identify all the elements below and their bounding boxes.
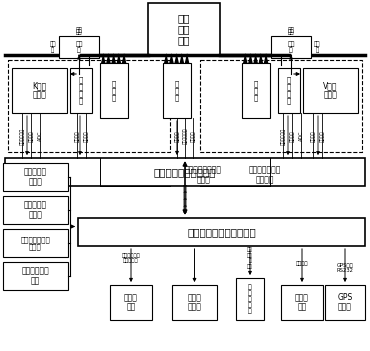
Polygon shape — [264, 53, 268, 63]
Bar — [59, 36, 99, 58]
Text: 气压
传感
器
信号: 气压 传感 器 信号 — [247, 247, 253, 269]
Text: V波段
接收机: V波段 接收机 — [323, 81, 338, 100]
Text: 辐射: 辐射 — [288, 29, 294, 35]
Polygon shape — [259, 53, 263, 63]
Text: 数据质量管理
模块: 数据质量管理 模块 — [21, 267, 49, 285]
Text: 数据质量控
制模块: 数据质量控 制模块 — [24, 168, 47, 186]
Text: 数
控
接
口: 数 控 接 口 — [183, 184, 187, 212]
Text: 探测模块: 探测模块 — [289, 130, 295, 142]
Bar — [325, 285, 365, 320]
Polygon shape — [185, 53, 189, 63]
Text: 噪
收
体: 噪 收 体 — [112, 80, 116, 101]
Polygon shape — [248, 53, 253, 63]
Text: 红外辐射数据
温湿度信号: 红外辐射数据 温湿度信号 — [122, 253, 140, 263]
Text: 增益信号: 增益信号 — [74, 130, 80, 142]
Bar — [5, 158, 365, 186]
Text: 衍生数据产品生
成模块: 衍生数据产品生 成模块 — [21, 236, 50, 250]
Text: 辐射
计: 辐射 计 — [314, 41, 320, 53]
Text: GPS信号
RS232: GPS信号 RS232 — [336, 263, 353, 273]
Text: 雨量传
感器: 雨量传 感器 — [295, 293, 309, 312]
Text: 温湿度
传感器: 温湿度 传感器 — [188, 293, 201, 312]
Text: 辐射
计: 辐射 计 — [287, 41, 295, 53]
Text: ADC: ADC — [299, 131, 303, 141]
Text: 无线数参考号: 无线数参考号 — [182, 128, 188, 144]
Text: 噪
收
体: 噪 收 体 — [175, 80, 179, 101]
Polygon shape — [117, 53, 121, 63]
Bar — [8, 60, 170, 152]
Bar — [3, 163, 68, 191]
Polygon shape — [179, 53, 184, 63]
Bar — [172, 285, 217, 320]
Text: 辐射: 辐射 — [75, 27, 83, 33]
Text: 通道信号: 通道信号 — [191, 130, 195, 142]
Bar — [163, 63, 191, 118]
Text: 辐射
计: 辐射 计 — [50, 41, 56, 53]
Bar — [3, 262, 68, 290]
Text: 定标控制与定标数
据处理: 定标控制与定标数 据处理 — [185, 166, 222, 184]
Text: 增益信号: 增益信号 — [310, 130, 316, 142]
Bar — [100, 63, 128, 118]
Bar — [236, 278, 264, 320]
Bar — [271, 36, 311, 58]
Bar — [281, 285, 323, 320]
Bar — [110, 285, 152, 320]
Bar — [242, 63, 270, 118]
Bar — [200, 60, 362, 152]
Bar — [70, 68, 92, 113]
Text: 定
标
模
块: 定 标 模 块 — [287, 77, 291, 105]
Text: 定标控制与定标
数据处理: 定标控制与定标 数据处理 — [249, 166, 281, 184]
Text: 辐射: 辐射 — [76, 29, 82, 35]
Bar — [3, 229, 68, 257]
Text: 上位机：数据处理与控制: 上位机：数据处理与控制 — [187, 227, 256, 237]
Text: 气
压
传
感
器: 气 压 传 感 器 — [248, 284, 252, 314]
Text: 噪声控制: 噪声控制 — [320, 130, 324, 142]
Polygon shape — [106, 53, 111, 63]
Text: 辐射
计: 辐射 计 — [75, 41, 83, 53]
Bar — [12, 68, 67, 113]
Text: 雨量信号: 雨量信号 — [296, 260, 308, 265]
Text: 定
标
模
块: 定 标 模 块 — [79, 77, 83, 105]
Bar — [303, 68, 358, 113]
Polygon shape — [111, 53, 116, 63]
Polygon shape — [122, 53, 126, 63]
Text: 噪声控制: 噪声控制 — [84, 130, 88, 142]
Text: 噪
收
体: 噪 收 体 — [254, 80, 258, 101]
Polygon shape — [243, 53, 248, 63]
Text: ADC: ADC — [37, 131, 43, 141]
Polygon shape — [253, 53, 258, 63]
Text: 扫描
驱动
机构: 扫描 驱动 机构 — [178, 13, 190, 45]
Bar — [278, 68, 300, 113]
Bar — [78, 218, 365, 246]
Bar — [148, 3, 220, 55]
Text: 下位机：数据采集单元: 下位机：数据采集单元 — [154, 167, 216, 177]
Text: 探测模块: 探测模块 — [28, 130, 34, 142]
Bar — [3, 196, 68, 224]
Text: K波段
接收机: K波段 接收机 — [33, 81, 47, 100]
Polygon shape — [174, 53, 179, 63]
Text: 大气参数反
演模块: 大气参数反 演模块 — [24, 201, 47, 219]
Text: 红外传
感器: 红外传 感器 — [124, 293, 138, 312]
Text: GPS
接收机: GPS 接收机 — [337, 293, 353, 312]
Text: 噪声控制信号: 噪声控制信号 — [20, 127, 24, 145]
Text: 噪声控制信号: 噪声控制信号 — [280, 127, 286, 145]
Polygon shape — [164, 53, 168, 63]
Text: 脉冲信号: 脉冲信号 — [175, 130, 179, 142]
Polygon shape — [101, 53, 105, 63]
Text: 辐射: 辐射 — [287, 27, 295, 33]
Polygon shape — [169, 53, 174, 63]
